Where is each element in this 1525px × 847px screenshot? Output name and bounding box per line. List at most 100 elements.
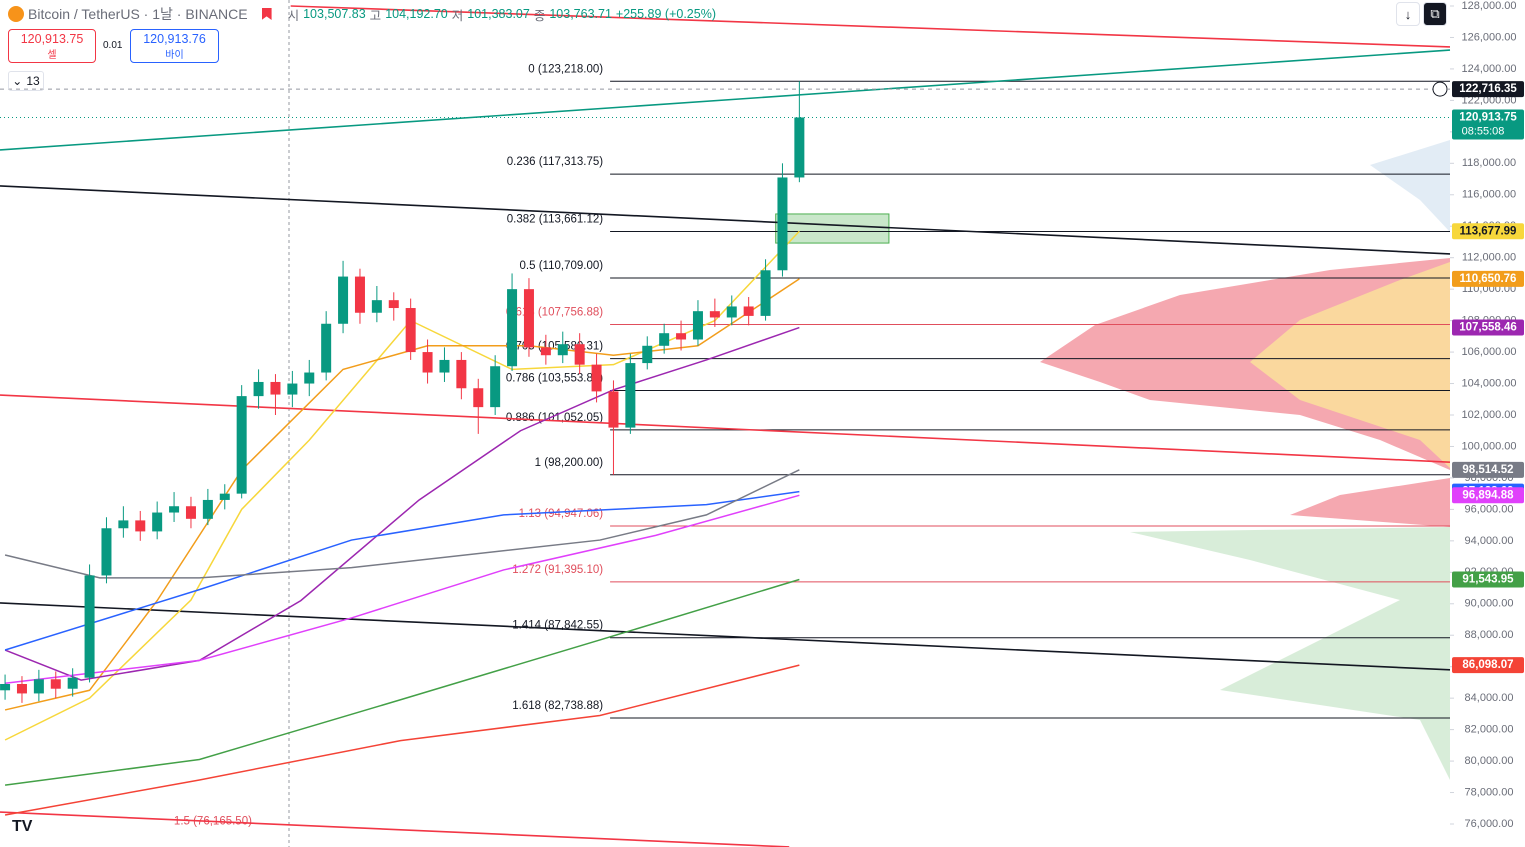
y-tick-label: 94,000.00: [1465, 535, 1514, 547]
moving-average: [4, 326, 800, 681]
spread: 0.01: [103, 40, 123, 51]
candle-body: [591, 364, 602, 392]
price-badge: [1452, 461, 1524, 478]
moving-average: [4, 278, 800, 711]
candle-body: [33, 679, 44, 694]
candle-body: [490, 366, 501, 408]
y-tick-label: 80,000.00: [1465, 755, 1514, 767]
sell-label: 셀: [47, 49, 57, 61]
symbol[interactable]: Bitcoin / TetherUS · 1날 · BINANCE: [28, 6, 248, 22]
buy-button[interactable]: 120,913.76 바이: [130, 29, 219, 63]
candle-body: [253, 381, 264, 397]
buy-price: 120,913.76: [143, 31, 206, 46]
candle-body: [422, 352, 433, 373]
candle-body: [557, 344, 568, 356]
price-badge: [1452, 81, 1524, 98]
y-tick-label: 84,000.00: [1465, 692, 1514, 704]
fib-label: 0.618 (107,756.88): [506, 306, 603, 318]
candle-body: [574, 344, 585, 365]
y-tick-label: 90,000.00: [1465, 598, 1514, 610]
fib-label: 0 (123,218.00): [528, 63, 603, 75]
moving-average: [4, 578, 800, 786]
price-badge: [1452, 270, 1524, 287]
candle-body: [507, 289, 518, 367]
high: 104,192.70: [385, 7, 448, 21]
price-badge-label: 113,677.99: [1460, 225, 1517, 237]
scroll-button[interactable]: ↓: [1396, 2, 1420, 26]
candle-body: [169, 506, 180, 513]
buy-label: 바이: [165, 49, 184, 61]
fullscreen-button[interactable]: ⧉: [1423, 2, 1447, 26]
candle-body: [152, 512, 163, 532]
candle-body: [692, 311, 703, 340]
candle-body: [456, 359, 467, 389]
price-badge: [1452, 657, 1524, 674]
candle-body: [118, 520, 129, 529]
candle-body: [625, 363, 636, 428]
symbol-logo: [8, 6, 24, 22]
open: 103,507.83: [303, 7, 366, 21]
price-badge-label: 86,098.07: [1462, 659, 1513, 671]
y-tick-label: 124,000.00: [1461, 63, 1516, 75]
fib-label: 0.705 (105,580.31): [506, 341, 603, 353]
sell-button[interactable]: 120,913.75 셀: [8, 29, 96, 63]
y-tick-label: 112,000.00: [1462, 252, 1516, 264]
price-badge-label: 110,650.76: [1460, 273, 1517, 285]
zone: [775, 213, 890, 244]
y-tick-label: 102,000.00: [1461, 409, 1516, 421]
chevron: ⌄: [12, 74, 23, 88]
candle-body: [388, 300, 399, 309]
candle-body: [473, 388, 484, 408]
fib-label: 1.618 (82,738.88): [512, 700, 603, 712]
y-tick-label: 118,000.00: [1462, 157, 1516, 169]
price-badge: [1452, 319, 1524, 336]
trendline: [0, 811, 790, 847]
tv-logo: TV: [12, 818, 33, 835]
y-tick-label: 116,000.00: [1462, 189, 1516, 201]
candle-body: [101, 528, 112, 576]
candle-body: [202, 499, 213, 519]
low: 101,383.07: [467, 7, 530, 21]
close: 103,763.71: [549, 7, 612, 21]
price-badge-label: 98,514.52: [1462, 464, 1513, 476]
candle-body: [760, 270, 771, 316]
moving-average: [4, 490, 800, 651]
vp-green: [1130, 527, 1450, 780]
candle-body: [726, 306, 737, 318]
volume-profile: [1040, 140, 1450, 780]
indicators-toggle[interactable]: ⌄ 13: [8, 71, 44, 91]
vp-yellow: [1250, 262, 1450, 468]
candle-body: [321, 323, 332, 373]
candle-body: [642, 345, 653, 364]
change: +255.89 (+0.25%): [615, 7, 716, 21]
y-tick-label: 76,000.00: [1465, 818, 1514, 830]
price-badge-label: 120,913.75: [1459, 112, 1517, 124]
moving-average: [4, 664, 800, 816]
fib-label: 1 (98,200.00): [535, 457, 604, 469]
candle-body: [608, 391, 619, 428]
close-label: 종: [533, 8, 546, 23]
candle-body: [135, 520, 146, 532]
y-tick-label: 128,000.00: [1461, 0, 1516, 12]
indicator-count: 13: [26, 74, 40, 88]
candle-body: [709, 311, 720, 318]
price-badge: [1452, 223, 1524, 240]
candle-body: [405, 308, 416, 353]
price-badge-label: 91,543.95: [1462, 574, 1514, 586]
flag[interactable]: [261, 8, 272, 20]
candle-body: [287, 383, 298, 395]
vp-upper: [1370, 140, 1450, 232]
candle-body: [270, 381, 281, 395]
candle-body: [84, 575, 95, 678]
y-tick-label: 104,000.00: [1461, 377, 1516, 389]
fib-label: 1.414 (87,842.55): [512, 620, 603, 632]
fib-label: 0.786 (103,553.85): [506, 373, 603, 385]
candle-body: [676, 333, 687, 340]
candle-body: [743, 306, 754, 316]
open-label: 시: [287, 8, 300, 23]
candle-body: [523, 289, 534, 348]
candle-body: [67, 677, 78, 689]
trendline: [0, 49, 1451, 151]
y-tick-label: 82,000.00: [1465, 724, 1514, 736]
